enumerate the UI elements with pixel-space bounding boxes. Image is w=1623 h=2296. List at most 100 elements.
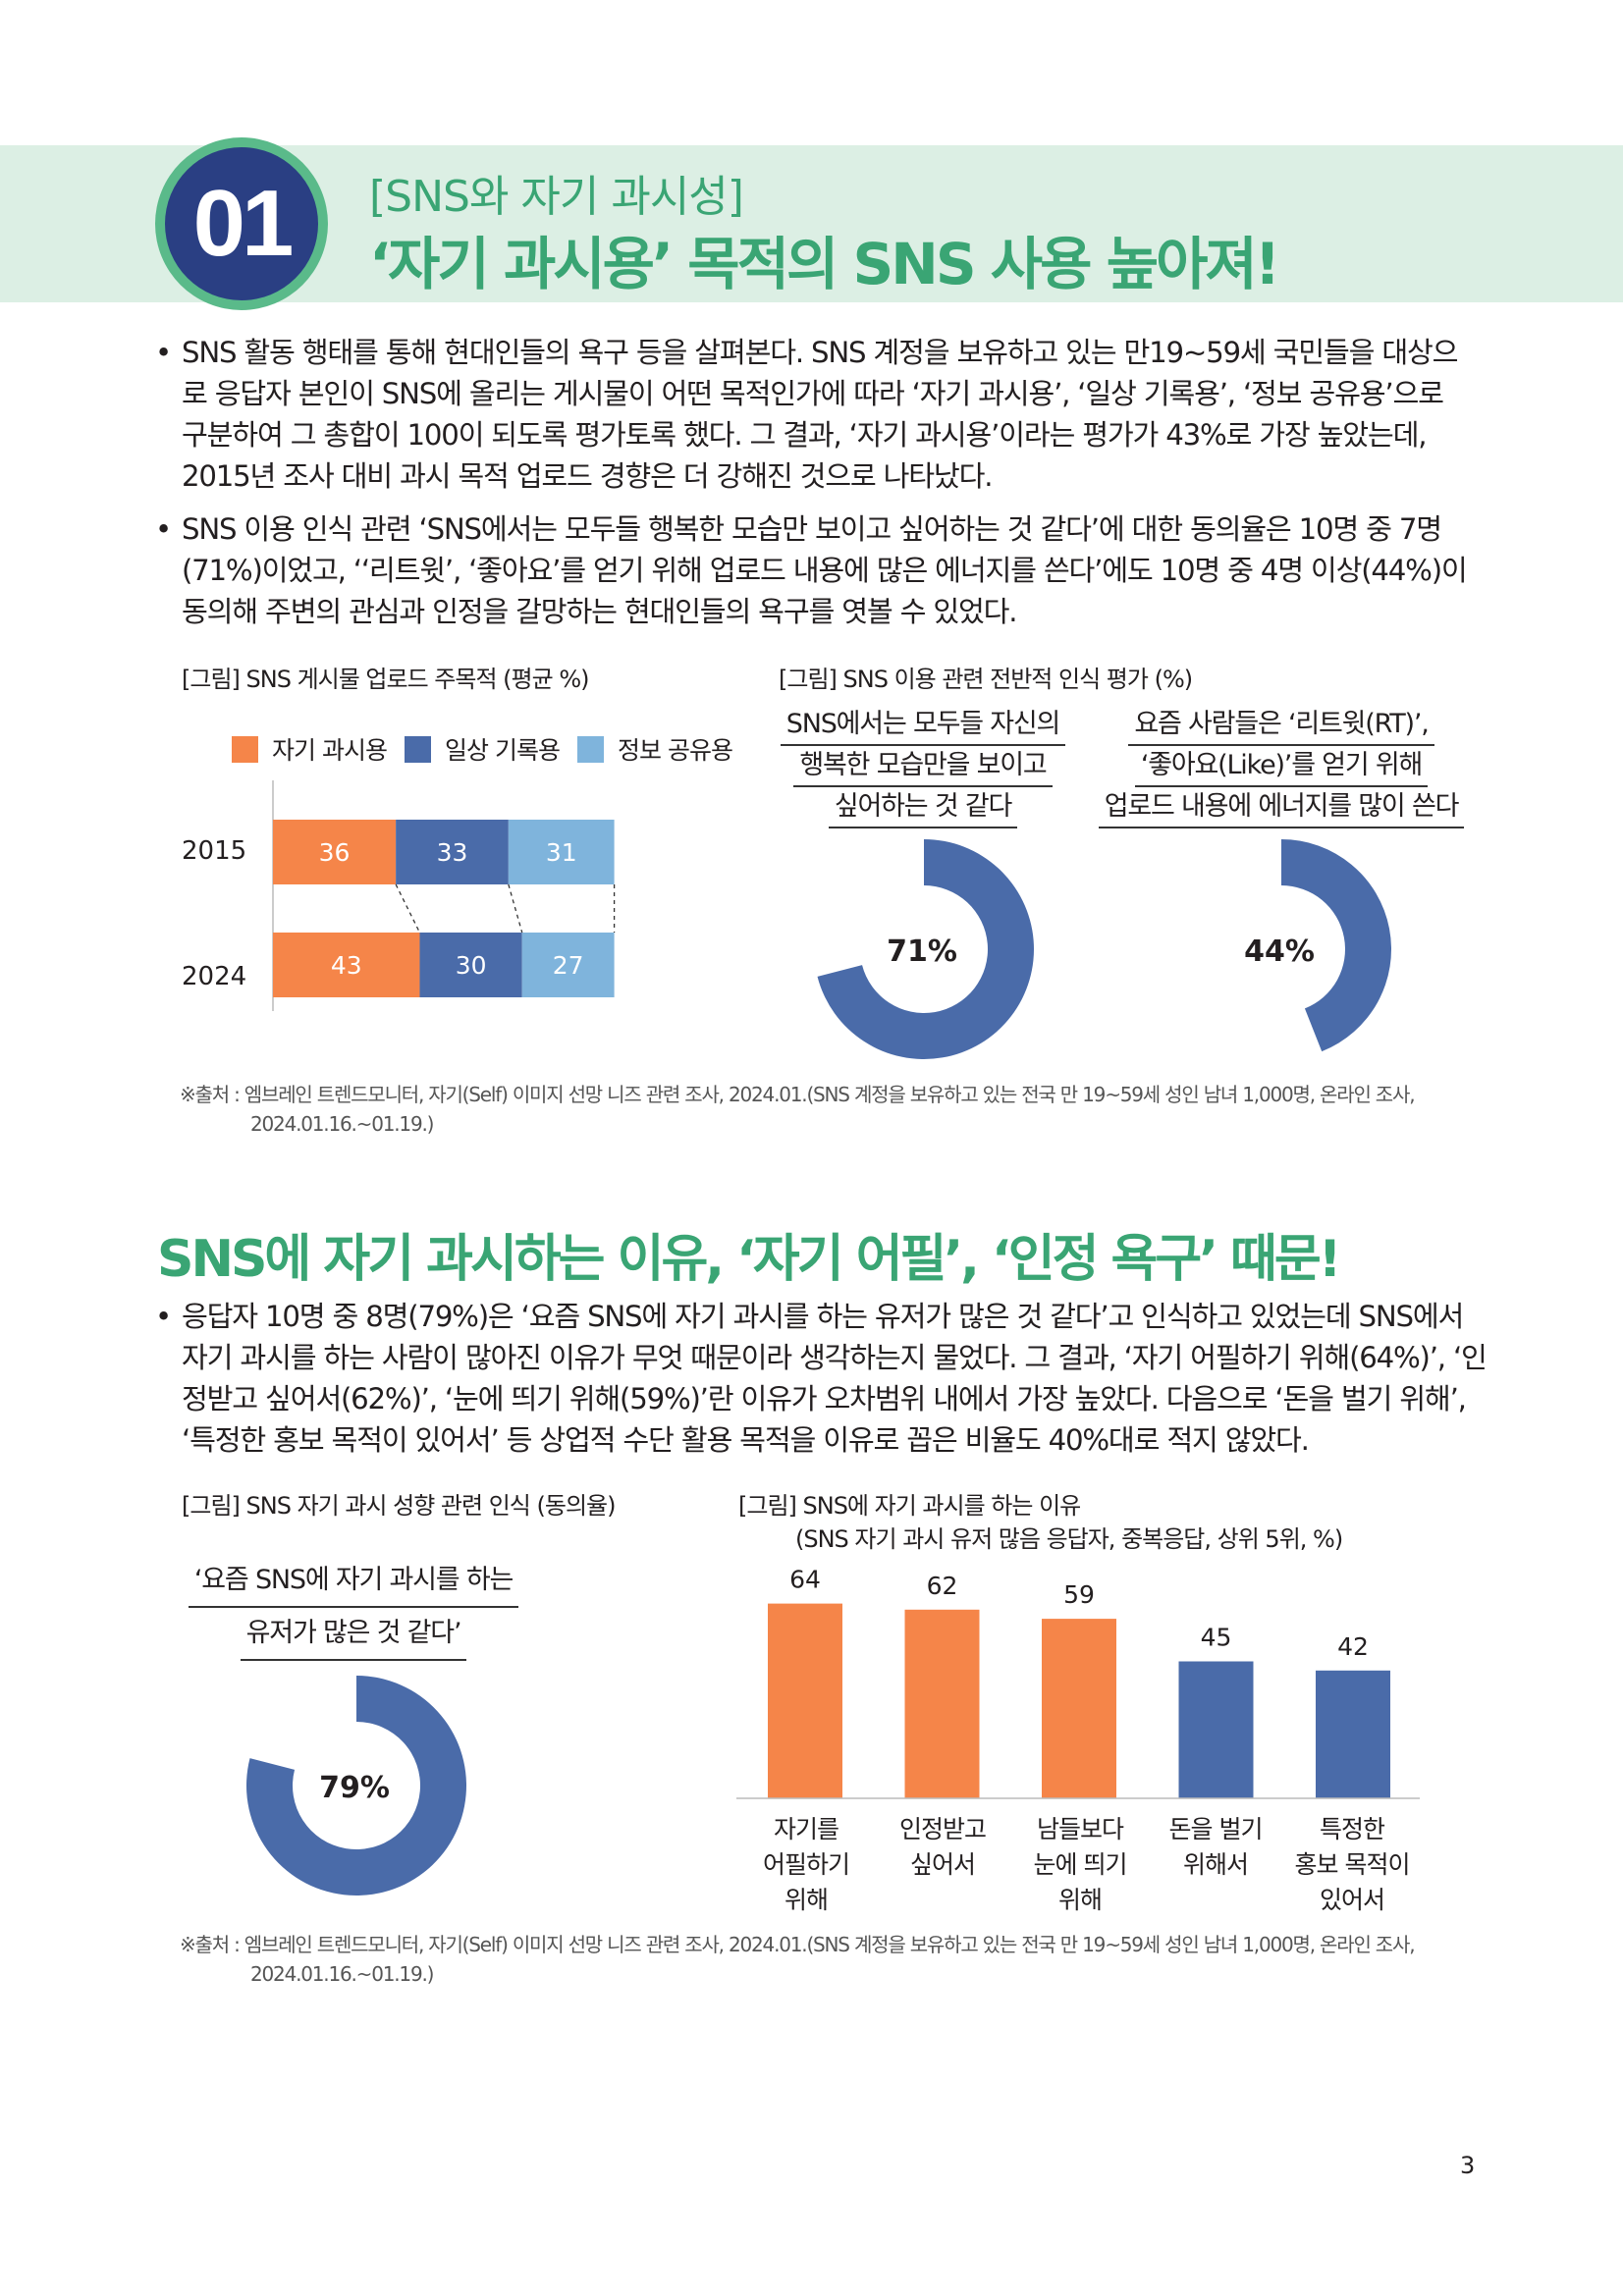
source-note-2: ※출처 : 엠브레인 트렌드모니터, 자기(Self) 이미지 선망 니즈 관련… [180,1930,1416,1989]
paragraph-line: 로 응답자 본인이 SNS에 올리는 게시물이 어떤 목적인가에 따라 ‘자기 … [182,377,1444,410]
legend-label: 일상 기록용 [445,736,561,765]
source-note-1: ※출처 : 엠브레인 트렌드모니터, 자기(Self) 이미지 선망 니즈 관련… [180,1080,1416,1139]
donut-title-line: 유저가 많은 것 같다’ [240,1608,467,1661]
bullet-symbol: • [155,1300,172,1333]
bar-category-line: 눈에 띄기 [1033,1850,1128,1879]
donut-title-line: ‘요즘 SNS에 자기 과시를 하는 [188,1555,519,1608]
reasons-bar-chart: 64 62 59 45 42 [736,1566,1420,1799]
donut-chart-71: 71% [817,839,1034,1059]
donut-44-title: 요즘 사람들은 ‘리트윗(RT)’, ‘좋아요(Like)’를 얻기 위해 업로… [1090,705,1473,828]
source-line: 2024.01.16.~01.19.) [250,1962,434,1986]
bar-value-label: 64 [789,1566,821,1594]
paragraph-line: SNS 활동 행태를 통해 현대인들의 욕구 등을 살펴본다. SNS 계정을 … [182,336,1458,369]
bar-value-label: 43 [331,951,362,980]
figure-caption-perception: [그림] SNS 이용 관련 전반적 인식 평가 (%) [779,666,1193,693]
bar-category-label: 남들보다 눈에 띄기 위해 [1011,1812,1149,1918]
bar-category-line: 홍보 목적이 [1294,1850,1411,1879]
donut-segment [1281,839,1391,1052]
source-line: ※출처 : 엠브레인 트렌드모니터, 자기(Self) 이미지 선망 니즈 관련… [180,1933,1416,1956]
bullet-symbol: • [155,336,172,369]
source-line: 2024.01.16.~01.19.) [250,1112,434,1136]
section-number: 01 [192,171,295,276]
donut-value-label: 79% [319,1771,390,1805]
bullet-paragraph-3: • 응답자 10명 중 8명(79%)은 ‘요즘 SNS에 자기 과시를 하는 … [155,1296,1488,1461]
donut-title-line: 요즘 사람들은 ‘리트윗(RT)’, [1128,705,1434,746]
bar-value-label: 33 [437,838,468,867]
bar-category-label: 인정받고 싶어서 [874,1812,1011,1883]
header-title: ‘자기 과시용’ 목적의 SNS 사용 높아져! [369,231,1280,297]
section-number-badge [165,147,318,300]
connector-line [395,883,421,934]
bar-value-label: 62 [927,1572,958,1600]
bar [1178,1661,1254,1798]
bar-segment [396,820,509,884]
figure-caption-upload-purpose: [그림] SNS 게시물 업로드 주목적 (평균 %) [182,666,589,693]
bar [768,1603,842,1798]
bar-category-line: 돈을 벌기 [1168,1815,1264,1843]
bar-value-label: 31 [546,838,577,867]
donut-title-line: 업로드 내용에 에너지를 많이 쓴다 [1098,787,1465,828]
figure-caption-self-display: [그림] SNS 자기 과시 성향 관련 인식 (동의율) [182,1492,616,1520]
connector-line [508,883,523,934]
paragraph-line: 자기 과시를 하는 사람이 많아진 이유가 무엇 때문이라 생각하는지 물었다.… [182,1341,1488,1374]
donut-title-line: SNS에서는 모두들 자신의 [780,705,1066,746]
bullet-symbol: • [155,512,172,546]
donut-title-line: 싶어하는 것 같다 [828,787,1018,828]
legend-label: 정보 공유용 [618,736,733,765]
bar-value-label: 30 [456,951,487,980]
bar [1042,1619,1116,1798]
paragraph-line: (71%)이었고, ‘‘리트윗’, ‘좋아요’를 얻기 위해 업로드 내용에 많… [182,554,1468,587]
donut-value-label: 44% [1244,934,1315,969]
header-subtitle: [SNS와 자기 과시성] [369,172,744,222]
bar-segment [419,933,522,997]
donut-chart-44: 44% [1244,839,1391,1052]
bullet-paragraph-1: • SNS 활동 행태를 통해 현대인들의 욕구 등을 살펴본다. SNS 계정… [155,332,1476,497]
bullet-paragraph-2: • SNS 이용 인식 관련 ‘SNS에서는 모두들 행복한 모습만 보이고 싶… [155,508,1476,632]
bar-category-line: 위해 [784,1886,829,1914]
legend-swatch [405,735,431,763]
bar-value-label: 27 [553,951,584,980]
paragraph-line: 2015년 조사 대비 과시 목적 업로드 경향은 더 강해진 것으로 나타났다… [182,459,994,493]
bar [904,1609,980,1798]
figure-caption-reasons-sub: (SNS 자기 과시 유저 많음 응답자, 중복응답, 상위 5위, %) [795,1525,1343,1553]
bar-category-line: 위해서 [1182,1850,1249,1879]
stacked-bar-chart: 36 33 31 43 30 27 [272,780,616,1011]
paragraph-line: ‘특정한 홍보 목적이 있어서’ 등 상업적 수단 활용 목적을 이유로 꼽은 … [182,1423,1310,1457]
bar-category-label: 자기를 어필하기 위해 [737,1812,875,1918]
page-number: 3 [1460,2152,1476,2179]
bar-category-line: 위해 [1057,1886,1103,1914]
bar-category-line: 특정한 [1319,1815,1385,1843]
bar-segment [273,933,420,997]
donut-title-line: ‘좋아요(Like)’를 얻기 위해 [1134,746,1429,787]
paragraph-line: 동의해 주변의 관심과 인정을 갈망하는 현대인들의 욕구를 엿볼 수 있었다. [182,595,1018,628]
donut-71-title: SNS에서는 모두들 자신의 행복한 모습만을 보이고 싶어하는 것 같다 [766,705,1080,828]
legend-swatch [577,735,604,763]
bar-category-line: 있어서 [1319,1886,1385,1914]
bar-category-line: 남들보다 [1036,1815,1124,1843]
legend-item-self-display: 자기 과시용 [232,731,388,767]
paragraph-line: 응답자 10명 중 8명(79%)은 ‘요즘 SNS에 자기 과시를 하는 유저… [182,1300,1464,1333]
year-label-2024: 2024 [182,962,247,991]
donut-value-label: 71% [887,934,957,969]
legend-item-daily-record: 일상 기록용 [405,731,561,767]
bar-category-label: 특정한 홍보 목적이 있어서 [1283,1812,1421,1918]
bar-segment [521,933,615,997]
donut-chart-79: 79% [246,1676,466,1896]
year-label-2015: 2015 [182,836,247,866]
donut-title-line: 행복한 모습만을 보이고 [793,746,1053,787]
bar-segment [508,820,615,884]
bar-category-line: 어필하기 [762,1850,850,1879]
legend-swatch [232,735,258,763]
legend-item-info-share: 정보 공유용 [577,731,733,767]
bar-value-label: 36 [319,838,351,867]
bar-category-line: 싶어서 [909,1850,976,1879]
donut-segment [246,1676,466,1896]
bar-value-label: 45 [1201,1624,1232,1652]
section2-title: SNS에 자기 과시하는 이유, ‘자기 어필’, ‘인정 욕구’ 때문! [157,1230,1341,1289]
bar-category-line: 자기를 [773,1815,839,1843]
source-line: ※출처 : 엠브레인 트렌드모니터, 자기(Self) 이미지 선망 니즈 관련… [180,1083,1416,1106]
donut-segment [817,839,1034,1059]
bar-segment [273,820,397,884]
paragraph-line: SNS 이용 인식 관련 ‘SNS에서는 모두들 행복한 모습만 보이고 싶어하… [182,512,1442,546]
paragraph-line: 구분하여 그 총합이 100이 되도록 평가토록 했다. 그 결과, ‘자기 과… [182,418,1428,452]
